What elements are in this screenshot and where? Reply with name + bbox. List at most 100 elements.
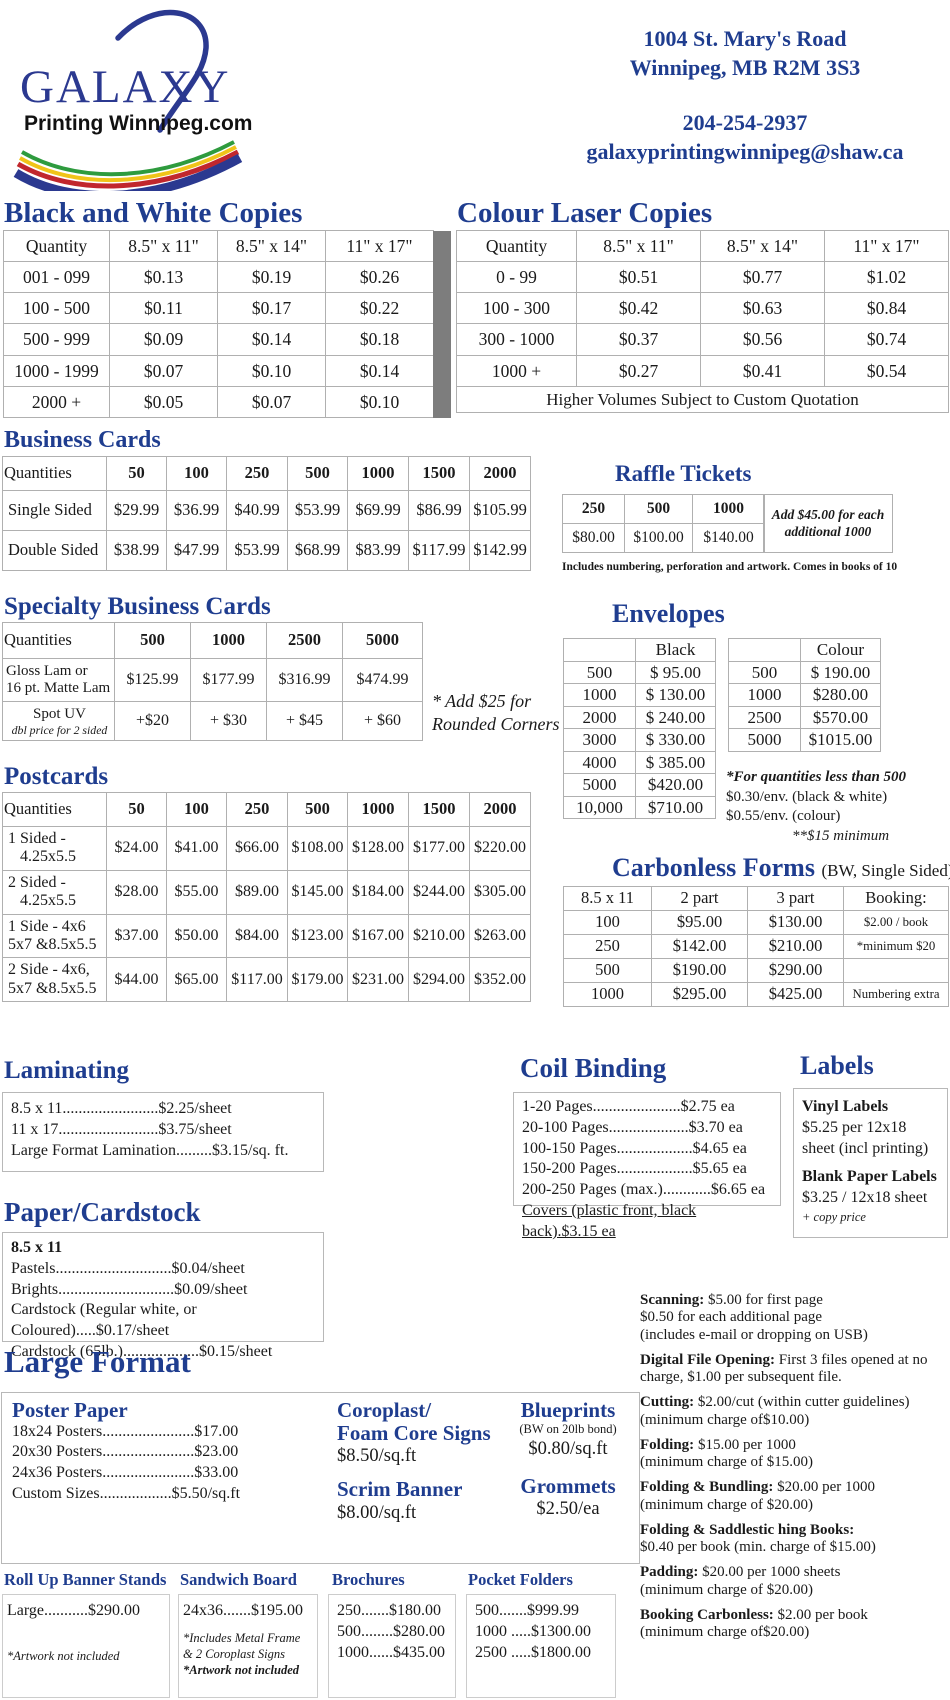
table-cell: $0.17 [217, 292, 326, 325]
table-cell: $295.00 [651, 981, 748, 1007]
table-cell: 1 Sided - 4.25x5.5 [2, 825, 107, 871]
table-cell: 500 [563, 660, 636, 685]
table-row: $80.00 $100.00 $140.00 [562, 522, 765, 553]
table-cell: $117.99 [408, 529, 470, 571]
table-row: 250 $142.00 $210.00 *minimum $20 [563, 933, 949, 959]
services-notes: Scanning: $5.00 for first page $0.50 for… [640, 1292, 948, 1649]
table-cell: 8.5" x 14" [700, 229, 825, 263]
pocket-folders-box: 500.......$999.99 1000 .....$1300.00 2500 … [466, 1594, 616, 1698]
table-cell: $425.00 [747, 981, 844, 1007]
table-cell: $305.00 [469, 869, 531, 915]
price-line: $5.25 per 12x18 sheet (incl printing) [802, 1118, 929, 1157]
table-row: 1000 $280.00 [728, 683, 881, 707]
table-row: 500 $190.00 $290.00 [563, 957, 949, 983]
table-cell: +$20 [114, 701, 191, 742]
table-cell: $280.00 [800, 683, 881, 707]
table-cell: $0.41 [700, 354, 825, 387]
table-cell: $290.00 [747, 957, 844, 983]
table-cell: 100 [166, 456, 227, 491]
service-note: Digital File Opening: First 3 files open… [640, 1351, 928, 1385]
coroplast-price: $8.50/sq.ft [337, 1446, 417, 1467]
table-cell: 3 part [747, 886, 844, 911]
note-line: *For quantities less than 500 [726, 769, 907, 785]
table-row: 1 Sided - 4.25x5.5 $24.00 $41.00 $66.00 $108… [2, 825, 531, 871]
price-line: 8.5 x 11........................$2.25/sh… [11, 1100, 232, 1117]
table-cell: 1500 [408, 456, 470, 491]
coil-binding-title: Coil Binding [520, 1053, 667, 1083]
raffle-tickets-table: 250 500 1000 $80.00 $100.00 $140.00 [562, 494, 765, 553]
table-cell: $123.00 [287, 913, 348, 959]
table-cell: $83.99 [347, 529, 409, 571]
table-cell: 1000 - 1999 [3, 354, 110, 387]
table-cell: $220.00 [469, 825, 531, 871]
table-row: 8.5 x 11 2 part 3 part Booking: [563, 886, 949, 911]
price-line: 11 x 17.........................$3.75/sh… [11, 1120, 232, 1138]
price-line: Blank Paper Labels [802, 1168, 937, 1186]
table-cell: $0.54 [824, 354, 949, 387]
table-row: 5000 $1015.00 [728, 728, 881, 752]
price-line: 20x30 Posters.......................$23.… [12, 1443, 239, 1461]
service-note: Scanning: $5.00 for first page $0.50 for… [640, 1292, 868, 1343]
table-row: 001 - 099 $0.13 $0.19 $0.26 [3, 261, 434, 294]
service-note: Folding: $15.00 per 1000 (minimum charge… [640, 1436, 814, 1470]
price-line: *Includes Metal Frame [183, 1630, 301, 1645]
table-cell: 1000 [347, 792, 409, 827]
table-row: 100 - 300 $0.42 $0.63 $0.84 [456, 292, 949, 325]
price-line: 150-200 Pages...................$5.65 ea [522, 1160, 747, 1178]
brochures-box: 250.......$180.00 500........$280.00 1000.… [328, 1594, 456, 1698]
table-cell: 8.5 x 11 [563, 886, 652, 911]
price-line: Large...........$290.00 [7, 1602, 141, 1619]
table-cell: 100 - 300 [456, 292, 577, 325]
price-line: 1000......$435.00 [337, 1643, 445, 1661]
logo-subtitle: Printing Winnipeg.com [24, 112, 253, 135]
table-row: Black [563, 638, 716, 662]
table-cell: $0.07 [109, 354, 218, 387]
table-cell: 4000 [563, 750, 636, 775]
table-cell: 2500 [728, 705, 801, 730]
table-cell: 2000 [563, 705, 636, 730]
table-cell: $142.99 [469, 529, 531, 571]
table-cell: $0.07 [217, 385, 326, 418]
table-cell: $570.00 [800, 705, 881, 730]
table-cell: 1 Side - 4x6 5x7 &8.5x5.5 [2, 913, 107, 959]
price-line: Vinyl Labels [802, 1098, 889, 1115]
service-note: Folding & Saddlestic hing Books: $0.40 p… [640, 1521, 876, 1555]
table-cell: $177.99 [190, 657, 267, 703]
price-line: 200-250 Pages (max.)............$6.65 ea [522, 1181, 766, 1199]
table-cell: $0.10 [217, 354, 326, 387]
large-format-title: Large Format [4, 1344, 191, 1379]
table-cell [843, 957, 949, 983]
paper-cardstock-title: Paper/Cardstock [4, 1197, 201, 1227]
note-line: $0.30/env. (black & white) [726, 788, 888, 805]
table-cell: 500 [728, 660, 801, 685]
table-row: 250 500 1000 [562, 494, 765, 524]
table-row: 1000 $ 130.00 [563, 683, 716, 707]
table-cell: $142.00 [651, 933, 748, 959]
table-cell: 8.5" x 11" [109, 229, 218, 263]
table-row: Quantities 50 100 250 500 1000 1500 2000 [2, 456, 531, 491]
service-note: Booking Carbonless: $2.00 per book (mini… [640, 1606, 868, 1640]
table-cell: $37.00 [106, 913, 167, 959]
table-cell: $130.00 [747, 909, 844, 935]
table-cell: Numbering extra [843, 981, 949, 1007]
table-cell: $105.99 [469, 489, 531, 531]
table-row: Quantity 8.5" x 11" 8.5" x 14" 11" x 17" [3, 229, 434, 263]
brochures-title: Brochures [332, 1570, 405, 1589]
table-row: 1000 - 1999 $0.07 $0.10 $0.14 [3, 354, 434, 387]
table-cell: $0.84 [824, 292, 949, 325]
logo-swoosh-icon [13, 9, 243, 191]
spacer [545, 82, 945, 108]
table-cell: $177.00 [408, 825, 470, 871]
raffle-tickets-title: Raffle Tickets [615, 461, 752, 486]
table-cell: $179.00 [287, 957, 348, 1003]
table-cell: $47.99 [166, 529, 227, 571]
table-cell: 1000 + [456, 354, 577, 387]
table-row: 2 Sided - 4.25x5.5 $28.00 $55.00 $89.00 $145… [2, 869, 531, 915]
colour-copies-table: Quantity 8.5" x 11" 8.5" x 14" 11" x 17" 0 -… [456, 229, 949, 414]
table-cell: $36.99 [166, 489, 227, 531]
table-cell: $ 330.00 [635, 728, 716, 752]
poster-paper-lines: 18x24 Posters.......................$17.… [12, 1422, 322, 1505]
table-cell: 100 - 500 [3, 292, 110, 325]
sandwich-board-box: 24x36.......$195.00 *Includes Metal Frame… [178, 1594, 318, 1698]
table-cell: 2 part [651, 886, 748, 911]
